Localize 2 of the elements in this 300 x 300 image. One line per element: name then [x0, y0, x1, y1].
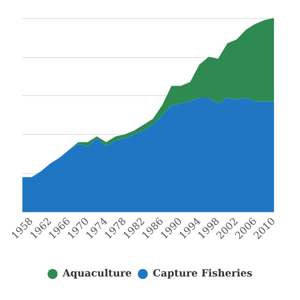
legend-label: Capture Fisheries — [152, 268, 253, 280]
legend-label: Aquaculture — [62, 268, 132, 280]
